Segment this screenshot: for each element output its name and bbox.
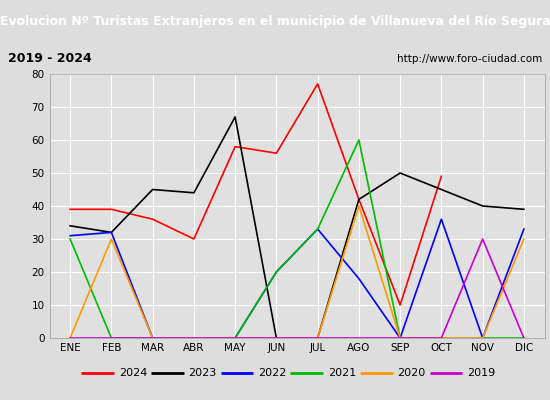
Text: http://www.foro-ciudad.com: http://www.foro-ciudad.com bbox=[397, 54, 542, 64]
Text: 2023: 2023 bbox=[189, 368, 217, 378]
Text: 2022: 2022 bbox=[258, 368, 287, 378]
Text: 2020: 2020 bbox=[398, 368, 426, 378]
Text: 2021: 2021 bbox=[328, 368, 356, 378]
Text: 2024: 2024 bbox=[119, 368, 147, 378]
Text: 2019 - 2024: 2019 - 2024 bbox=[8, 52, 92, 66]
Text: 2019: 2019 bbox=[467, 368, 496, 378]
Text: Evolucion Nº Turistas Extranjeros en el municipio de Villanueva del Río Segura: Evolucion Nº Turistas Extranjeros en el … bbox=[0, 16, 550, 28]
